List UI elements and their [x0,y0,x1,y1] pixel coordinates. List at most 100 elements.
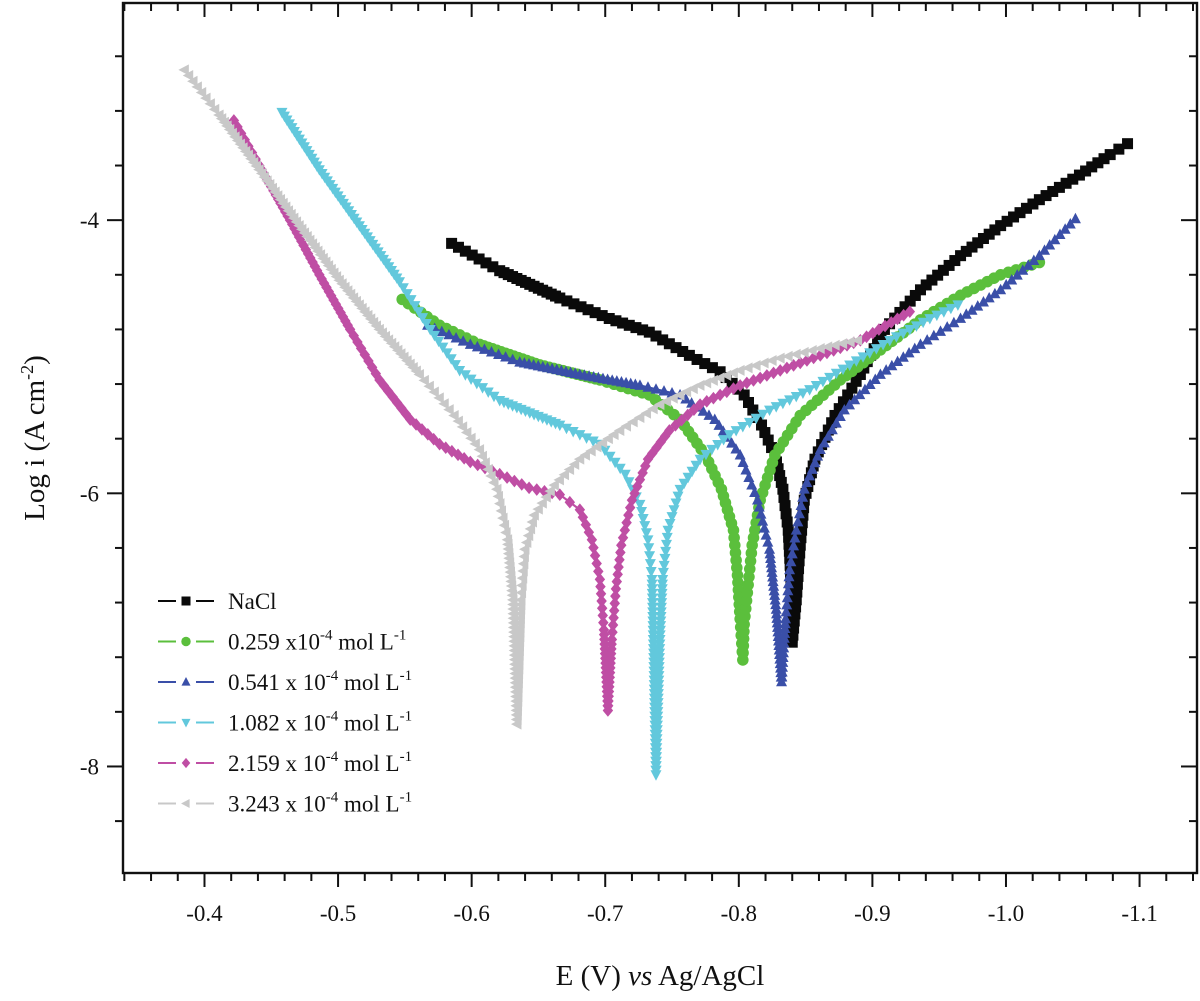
data-point [396,401,407,415]
data-point [788,622,800,634]
data-point [703,409,715,420]
data-point [784,395,796,406]
data-point [797,388,809,399]
data-point [637,324,649,336]
data-point [851,334,863,346]
data-point [568,458,580,470]
data-point [795,532,807,544]
data-point [650,330,662,342]
data-point [767,570,779,582]
data-point [798,483,810,494]
data-point [756,419,768,431]
data-point [712,440,724,451]
data-point [928,329,940,341]
legend-marker [181,677,191,686]
data-point [795,499,807,511]
data-point [443,328,455,340]
data-point [478,343,490,354]
data-point [794,539,806,551]
data-point [726,437,738,448]
data-point [691,353,703,365]
series-4 [228,114,916,717]
data-point [602,433,613,445]
data-point [282,209,293,223]
data-point [342,318,353,332]
data-point [948,316,960,328]
data-point [697,405,709,416]
data-point [423,380,434,392]
data-point [208,103,220,115]
data-point [596,437,608,449]
data-point [291,226,302,240]
data-point [1017,264,1029,275]
data-point [620,420,632,432]
data-point [500,351,512,362]
data-point [766,442,778,454]
data-point [417,313,429,324]
legend-item: 0.541 x 10-4 mol L-1 [158,668,412,695]
data-point [931,310,943,322]
data-point [1059,223,1071,234]
data-point [738,389,750,401]
data-point [311,264,323,277]
data-point [1040,190,1052,202]
data-point [683,349,695,361]
y-axis-title: Log i (A cm-2) [17,355,51,521]
data-point [894,306,906,318]
data-point [952,300,964,311]
data-point [764,543,776,554]
legend-item: NaCl [158,589,277,614]
data-point [515,587,527,599]
data-point [682,472,694,484]
data-point [806,344,817,356]
data-point [640,407,652,419]
data-point [642,381,654,392]
data-point [531,483,542,496]
data-point [1113,143,1125,155]
data-point [785,555,797,567]
data-point [485,470,496,482]
data-point [782,577,794,589]
data-point [397,283,409,294]
data-point [359,348,371,362]
data-point [536,497,547,509]
data-point [658,560,670,572]
data-point [818,436,830,448]
x-axis-title-pre: E (V) [556,960,628,992]
data-point [438,398,449,410]
data-point [1047,185,1059,197]
data-point [657,574,669,586]
data-point [787,629,799,641]
data-point [644,551,656,562]
data-point [1064,218,1076,229]
data-point [989,287,1001,299]
data-point [476,450,487,462]
data-point [804,385,816,396]
legend-item: 2.159 x 10-4 mol L-1 [158,749,412,776]
data-point [636,506,648,518]
data-point [612,568,623,581]
data-point [903,346,915,358]
data-point [524,523,536,535]
data-point [857,352,869,363]
data-point [614,553,625,567]
data-point [1092,157,1104,169]
data-point [473,444,485,456]
data-point [623,508,634,522]
data-point [949,255,961,267]
data-point [355,342,367,355]
data-point [507,353,519,365]
data-point [789,532,801,543]
data-point [1069,212,1081,224]
data-point [558,469,570,481]
data-point [598,616,609,629]
data-point [768,580,780,591]
data-point [769,594,781,605]
data-point [783,545,795,557]
data-point [516,572,528,584]
data-point [434,437,445,451]
data-point [782,524,794,536]
data-point [298,239,309,252]
data-point [287,218,298,231]
data-point [792,515,804,527]
